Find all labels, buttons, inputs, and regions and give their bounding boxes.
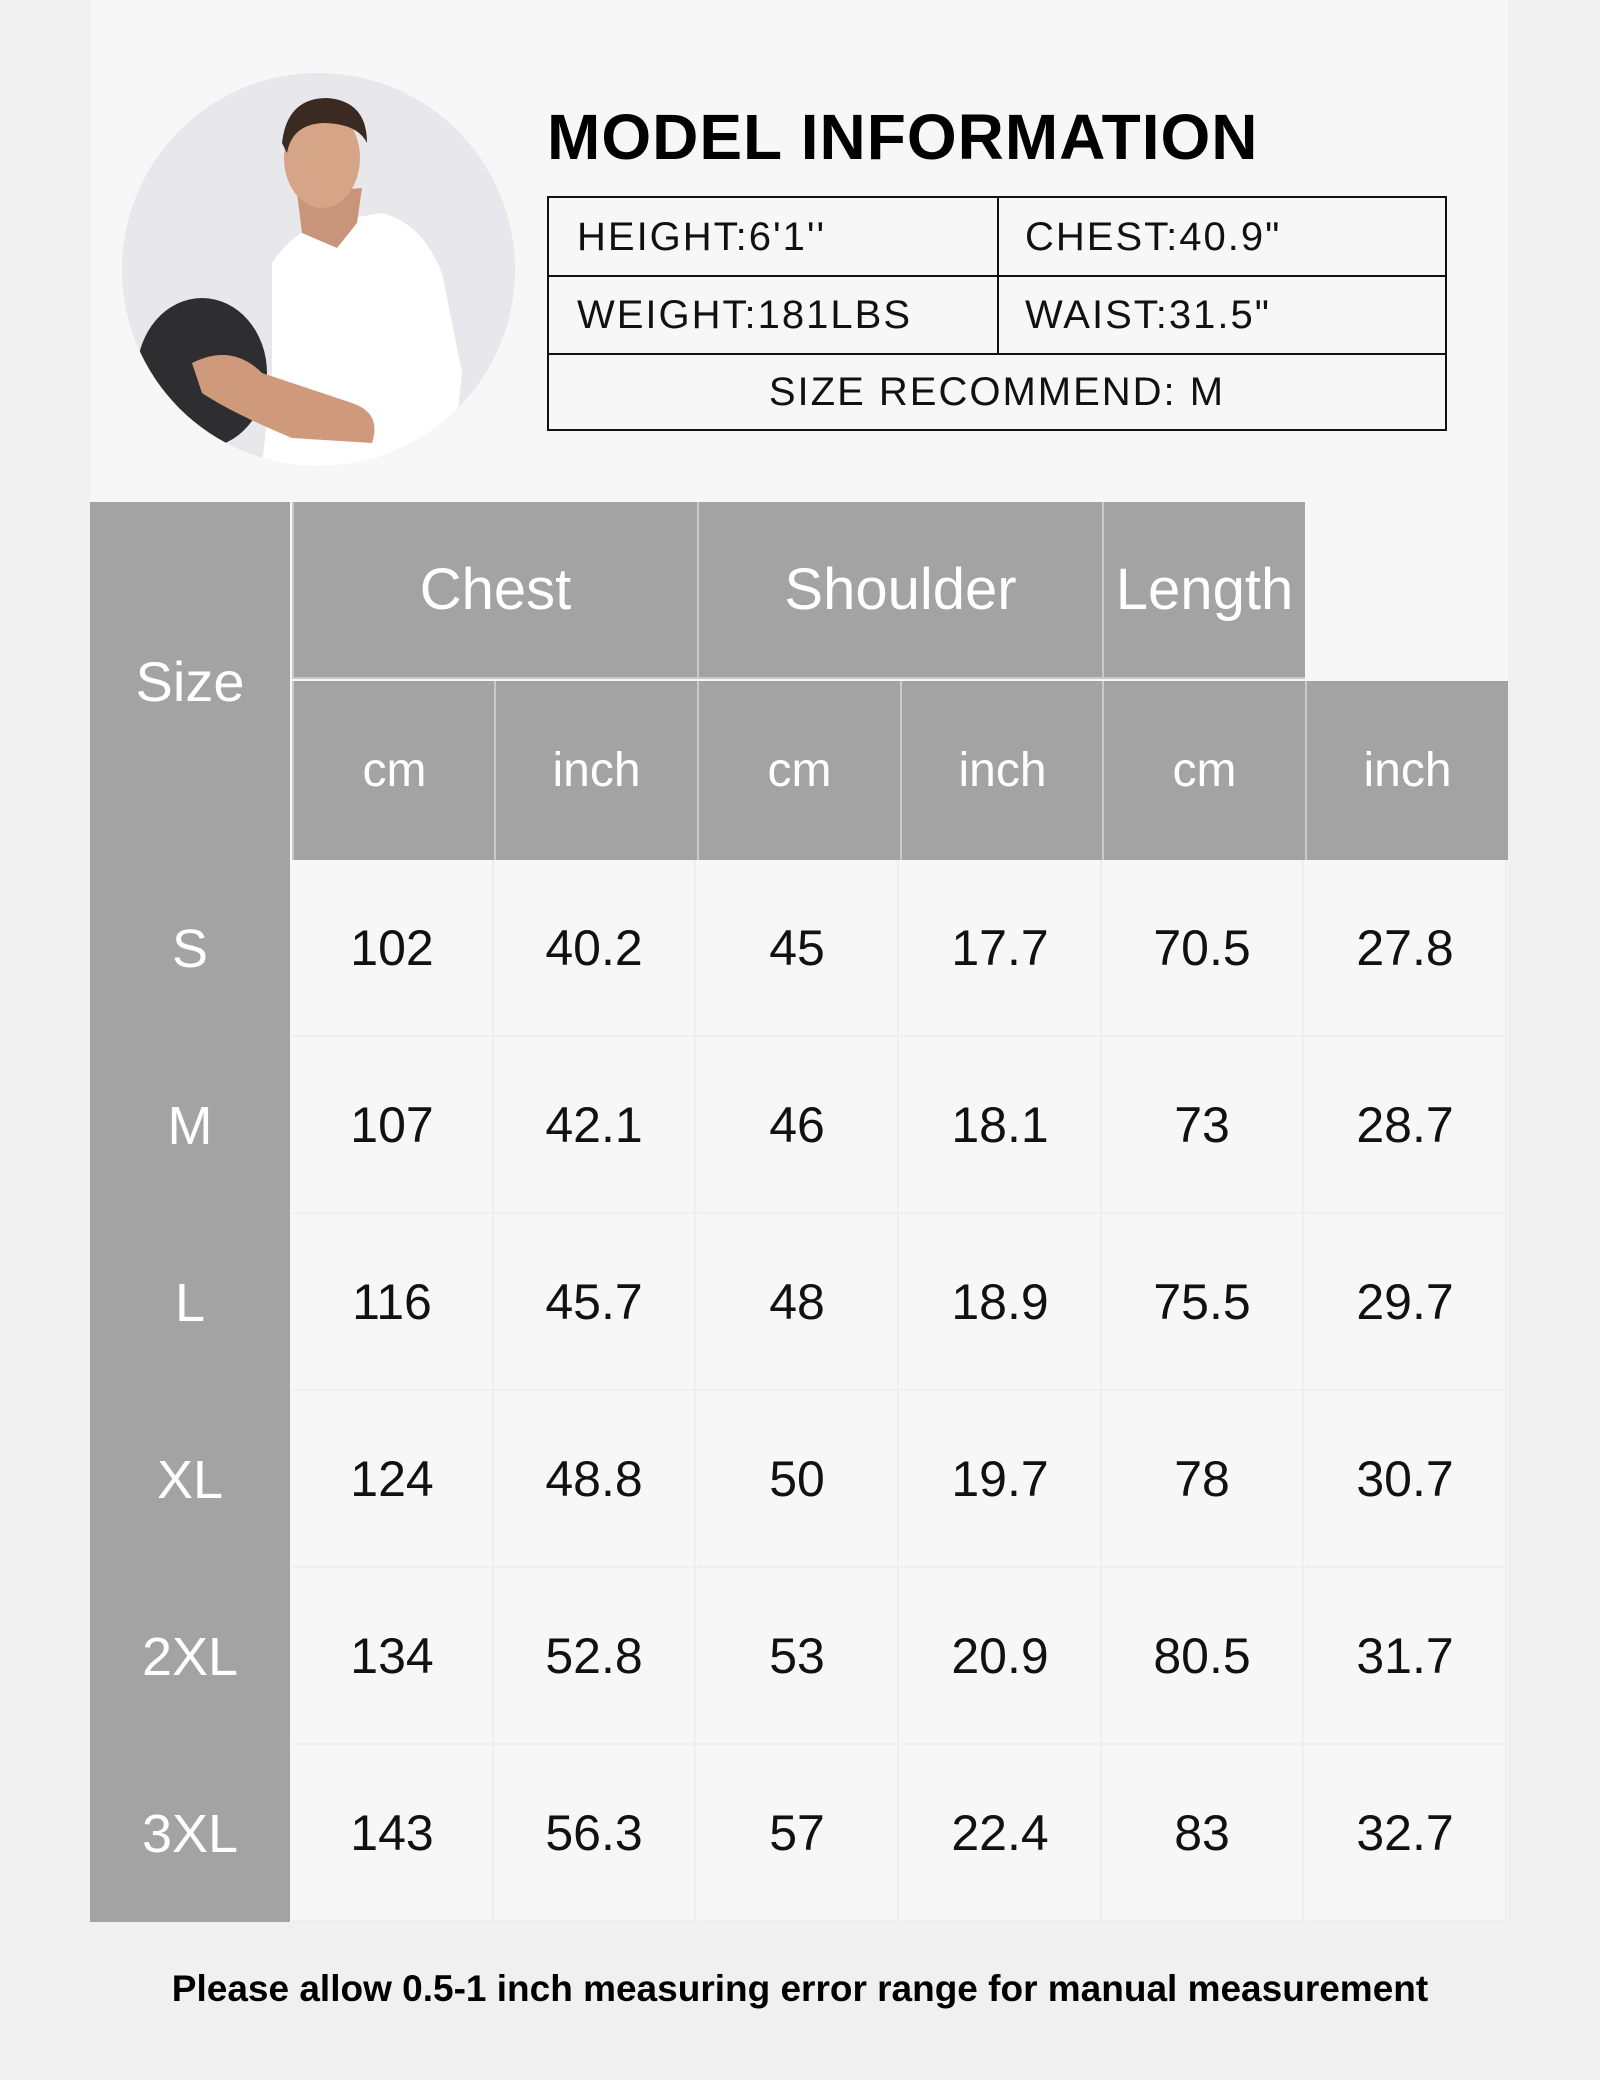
table-cell: 18.9 — [900, 1214, 1102, 1391]
table-cell: 32.7 — [1305, 1745, 1507, 1922]
table-cell: 50 — [697, 1391, 899, 1568]
table-cell: 19.7 — [900, 1391, 1102, 1568]
size-label: M — [90, 1037, 290, 1214]
model-chest: CHEST:40.9" — [1025, 214, 1282, 259]
measurement-footnote: Please allow 0.5-1 inch measuring error … — [171, 1968, 1429, 2009]
size-label: 3XL — [90, 1745, 290, 1922]
unit-header: cm — [697, 681, 900, 860]
size-label: 2XL — [90, 1568, 290, 1745]
unit-header: cm — [1102, 681, 1305, 860]
column-group-header: Length — [1102, 502, 1305, 679]
table-cell: 107 — [292, 1037, 494, 1214]
table-cell: 42.1 — [494, 1037, 696, 1214]
table-cell: 75.5 — [1102, 1214, 1304, 1391]
table-cell: 48.8 — [494, 1391, 696, 1568]
size-label: S — [90, 860, 290, 1037]
table-cell: 30.7 — [1305, 1391, 1507, 1568]
divider — [997, 198, 999, 354]
table-cell: 70.5 — [1102, 860, 1304, 1037]
table-cell: 83 — [1102, 1745, 1304, 1922]
table-cell: 46 — [697, 1037, 899, 1214]
table-cell: 134 — [292, 1568, 494, 1745]
table-cell: 28.7 — [1305, 1037, 1507, 1214]
table-cell: 102 — [292, 860, 494, 1037]
model-photo — [122, 73, 515, 466]
table-cell: 73 — [1102, 1037, 1304, 1214]
table-cell: 80.5 — [1102, 1568, 1304, 1745]
unit-header: cm — [292, 681, 495, 860]
table-cell: 45 — [697, 860, 899, 1037]
table-cell: 53 — [697, 1568, 899, 1745]
size-label: L — [90, 1214, 290, 1391]
column-group-header: Chest — [292, 502, 697, 679]
size-recommend: SIZE RECOMMEND: M — [768, 370, 1226, 414]
table-cell: 22.4 — [900, 1745, 1102, 1922]
table-cell: 124 — [292, 1391, 494, 1568]
table-cell: 52.8 — [494, 1568, 696, 1745]
model-height: HEIGHT:6'1'' — [577, 214, 827, 259]
table-cell: 78 — [1102, 1391, 1304, 1568]
table-cell: 143 — [292, 1745, 494, 1922]
model-info-table: HEIGHT:6'1'' CHEST:40.9" WEIGHT:181LBS W… — [547, 196, 1447, 431]
unit-header: inch — [900, 681, 1103, 860]
model-waist: WAIST:31.5" — [1025, 293, 1271, 337]
table-cell: 48 — [697, 1214, 899, 1391]
table-cell: 18.1 — [900, 1037, 1102, 1214]
column-group-header: Shoulder — [697, 502, 1102, 679]
model-illustration-icon — [122, 73, 515, 466]
divider — [549, 353, 1445, 355]
size-label: XL — [90, 1391, 290, 1568]
model-information-title: MODEL INFORMATION — [547, 101, 1259, 173]
table-cell: 40.2 — [494, 860, 696, 1037]
table-cell: 20.9 — [900, 1568, 1102, 1745]
size-header: Size — [90, 502, 290, 860]
unit-header: inch — [1305, 681, 1508, 860]
table-cell: 45.7 — [494, 1214, 696, 1391]
table-cell: 56.3 — [494, 1745, 696, 1922]
table-cell: 31.7 — [1305, 1568, 1507, 1745]
table-cell: 116 — [292, 1214, 494, 1391]
table-cell: 17.7 — [900, 860, 1102, 1037]
unit-header: inch — [494, 681, 697, 860]
table-cell: 27.8 — [1305, 860, 1507, 1037]
table-cell: 29.7 — [1305, 1214, 1507, 1391]
model-weight: WEIGHT:181LBS — [577, 293, 913, 337]
table-cell: 57 — [697, 1745, 899, 1922]
